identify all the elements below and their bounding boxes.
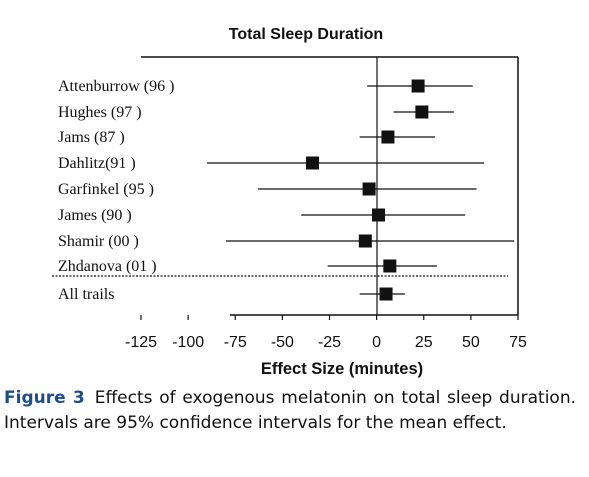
x-axis-ticks: -125 -100 -75 -50 -25 0 25 50 75 (125, 315, 527, 351)
study-label: Hughes (97 ) (58, 104, 142, 121)
x-tick-label: 0 (372, 334, 381, 351)
caption-text: Effects of exogenous melatonin on total … (4, 388, 576, 433)
study-label: Dahlitz(91 ) (58, 155, 136, 172)
study-row: Jams (87 ) (58, 129, 436, 146)
point-estimate-marker (362, 182, 376, 196)
study-label: James (90 ) (58, 207, 132, 224)
study-row: Dahlitz(91 ) (58, 155, 485, 172)
point-estimate-marker (383, 259, 397, 273)
summary-row: All trails (58, 286, 405, 303)
point-estimate-marker (411, 79, 425, 93)
x-tick-label: -75 (224, 334, 247, 351)
summary-label: All trails (58, 286, 114, 303)
point-estimate-marker (381, 130, 395, 144)
figure-label: Figure 3 (4, 388, 85, 408)
study-row: James (90 ) (58, 207, 466, 224)
chart-title: Total Sleep Duration (229, 26, 383, 43)
x-tick-label: -25 (318, 334, 341, 351)
x-tick-label: -100 (172, 334, 204, 351)
study-row: Attenburrow (96 ) (58, 78, 473, 95)
point-estimate-marker (372, 208, 386, 222)
study-label: Zhdanova (01 ) (58, 258, 157, 275)
study-label: Attenburrow (96 ) (58, 78, 174, 95)
study-label: Garfinkel (95 ) (58, 181, 154, 198)
x-tick-label: 75 (509, 334, 527, 351)
study-rows: Attenburrow (96 ) Hughes (97 ) Jams (87 ) D… (58, 78, 515, 275)
x-tick-label: -50 (271, 334, 294, 351)
x-tick-label: 50 (462, 334, 480, 351)
point-estimate-marker (415, 105, 429, 119)
study-row: Garfinkel (95 ) (58, 181, 477, 198)
forest-plot: Total Sleep Duration -125 -100 -75 -50 -25 0 2… (52, 26, 527, 378)
study-label: Shamir (00 ) (58, 233, 139, 250)
study-label: Jams (87 ) (58, 129, 125, 146)
study-row: Shamir (00 ) (58, 233, 515, 250)
x-tick-label: 25 (415, 334, 433, 351)
x-axis-label: Effect Size (minutes) (261, 360, 423, 378)
point-estimate-marker (306, 156, 320, 170)
study-row: Hughes (97 ) (58, 104, 454, 121)
point-estimate-marker (358, 234, 372, 248)
figure-caption: Figure 3 Effects of exogenous melatonin o… (4, 386, 576, 436)
x-tick-label: -125 (125, 334, 157, 351)
summary-estimate-marker (379, 287, 393, 301)
study-row: Zhdanova (01 ) (58, 258, 437, 275)
